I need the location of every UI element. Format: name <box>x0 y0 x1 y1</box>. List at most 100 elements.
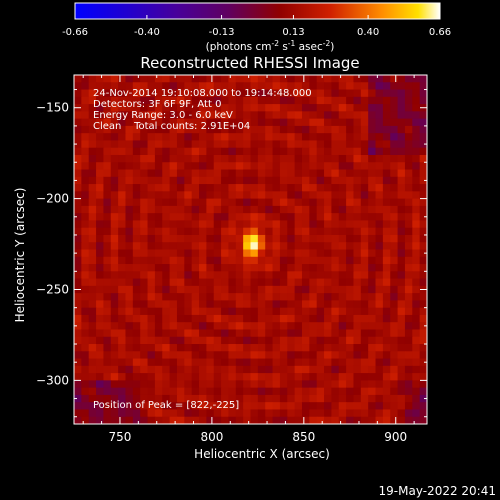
heatmap-cell <box>390 387 399 396</box>
heatmap-cell <box>301 184 310 192</box>
heatmap-cell <box>199 380 207 389</box>
heatmap-cell <box>140 147 149 156</box>
heatmap-cell <box>199 300 207 309</box>
heatmap-cell <box>287 394 296 403</box>
heatmap-cell <box>103 191 112 200</box>
heatmap-cell <box>294 242 303 251</box>
heatmap-cell <box>279 416 288 424</box>
heatmap-cell <box>118 205 127 214</box>
heatmap-cell <box>169 314 178 323</box>
heatmap-cell <box>404 365 413 374</box>
heatmap-cell <box>360 111 369 120</box>
heatmap-cell <box>191 373 200 381</box>
heatmap-cell <box>346 176 355 185</box>
heatmap-cell <box>213 351 222 360</box>
heatmap-cell <box>154 125 163 134</box>
info-annotations: 24-Nov-2014 19:10:08.000 to 19:14:48.000… <box>93 88 312 132</box>
heatmap-cell <box>125 409 134 418</box>
heatmap-cell <box>301 140 310 149</box>
heatmap-cell <box>390 147 399 156</box>
heatmap-cell <box>397 125 406 134</box>
heatmap-cell <box>272 125 281 134</box>
heatmap-cell <box>162 394 171 403</box>
heatmap-cell <box>265 205 274 214</box>
heatmap-cell <box>272 242 281 251</box>
heatmap-cell <box>235 242 244 251</box>
heatmap-cell <box>88 118 97 127</box>
heatmap-cell <box>221 329 230 338</box>
heatmap-cell <box>96 293 105 301</box>
heatmap-cell <box>250 140 259 149</box>
heatmap-cell <box>353 213 362 222</box>
heatmap-cell <box>324 402 332 411</box>
heatmap-cell <box>88 176 97 185</box>
heatmap-cell <box>324 336 332 345</box>
y-tick-label: −150 <box>36 101 69 115</box>
heatmap-cell <box>110 300 119 309</box>
heatmap-cell <box>213 380 222 389</box>
heatmap-cell <box>272 365 281 374</box>
heatmap-cell <box>118 285 127 294</box>
heatmap-cell <box>118 387 127 396</box>
heatmap-cell <box>294 96 303 105</box>
heatmap-cell <box>154 380 163 389</box>
heatmap-cell <box>316 125 325 134</box>
heatmap-cell <box>338 242 347 251</box>
heatmap-cell <box>272 351 281 360</box>
heatmap-cell <box>257 125 266 134</box>
heatmap-cell <box>147 118 156 127</box>
heatmap-cell <box>206 118 215 127</box>
heatmap-cell <box>169 227 178 236</box>
heatmap-cell <box>132 365 141 374</box>
heatmap-cell <box>184 271 193 280</box>
heatmap-cell <box>213 344 222 352</box>
heatmap-cell <box>228 220 237 229</box>
heatmap-cell <box>206 373 215 381</box>
heatmap-cell <box>294 307 303 316</box>
heatmap-cell <box>324 365 332 374</box>
heatmap-cell <box>88 264 97 272</box>
heatmap-cell <box>213 220 222 229</box>
heatmap-cell <box>338 278 347 287</box>
heatmap-cell <box>81 125 90 134</box>
heatmap-cell <box>419 162 427 171</box>
heatmap-cell <box>110 205 119 214</box>
heatmap-cell <box>118 104 127 112</box>
heatmap-cell <box>265 198 274 207</box>
heatmap-cell <box>301 307 310 316</box>
heatmap-cell <box>338 147 347 156</box>
heatmap-cell <box>228 140 237 149</box>
heatmap-cell <box>331 75 340 83</box>
heatmap-cell <box>412 133 421 142</box>
heatmap-cell <box>360 82 369 91</box>
heatmap-cell <box>412 300 421 309</box>
heatmap-cell <box>412 154 421 163</box>
heatmap-cell <box>301 402 310 411</box>
heatmap-cell <box>118 118 127 127</box>
heatmap-cell <box>199 242 207 251</box>
heatmap-cell <box>346 365 355 374</box>
heatmap-cell <box>243 329 252 338</box>
heatmap-cell <box>228 154 237 163</box>
heatmap-cell <box>250 322 259 331</box>
heatmap-cell <box>301 293 310 301</box>
heatmap-cell <box>103 380 112 389</box>
heatmap-cell <box>324 191 332 200</box>
heatmap-cell <box>243 198 252 207</box>
heatmap-cell <box>412 416 421 424</box>
heatmap-cell <box>74 322 82 331</box>
heatmap-cell <box>309 365 318 374</box>
heatmap-cell <box>81 380 90 389</box>
heatmap-cell <box>206 365 215 374</box>
heatmap-cell <box>287 96 296 105</box>
heatmap-cell <box>103 154 112 163</box>
heatmap-cell <box>353 162 362 171</box>
heatmap-cell <box>404 162 413 171</box>
heatmap-cell <box>279 402 288 411</box>
heatmap-cell <box>221 75 230 83</box>
heatmap-cell <box>169 307 178 316</box>
heatmap-cell <box>235 373 244 381</box>
heatmap-cell <box>154 293 163 301</box>
heatmap-cell <box>169 169 178 178</box>
heatmap-cell <box>404 329 413 338</box>
